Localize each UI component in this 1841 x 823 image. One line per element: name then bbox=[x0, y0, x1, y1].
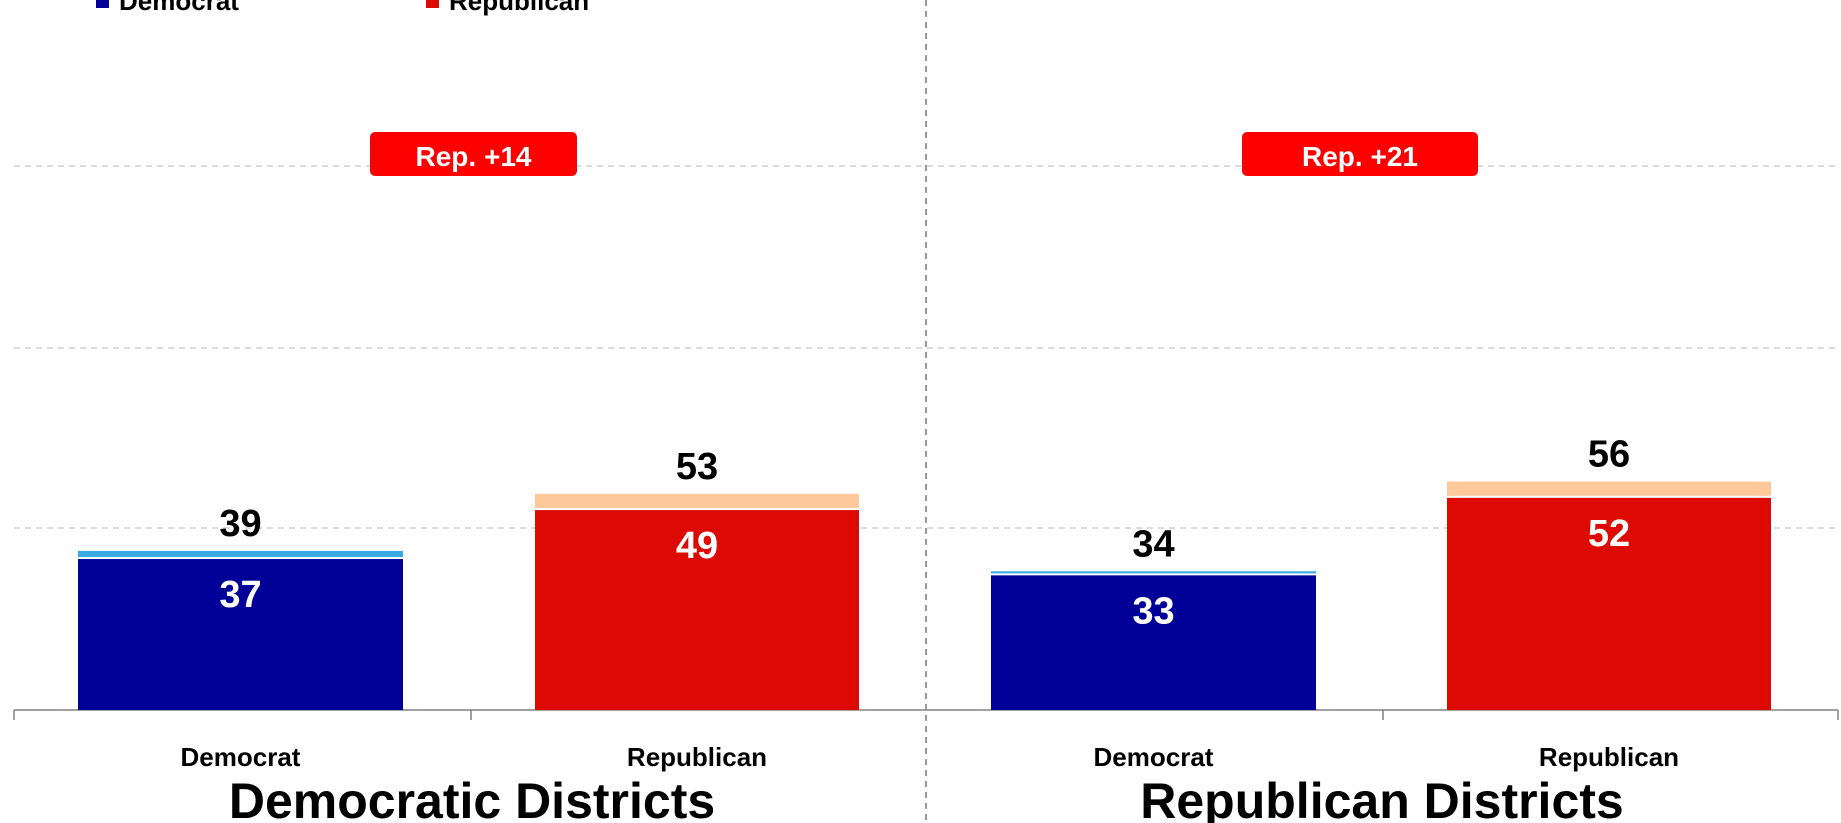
panel-title-2: Republican Districts bbox=[1140, 773, 1623, 823]
bar-inner-label-republican-panel2: 52 bbox=[1588, 513, 1630, 555]
bar-republican-base-panel1 bbox=[535, 510, 859, 710]
annotation-badge-panel1 bbox=[370, 132, 577, 176]
bar-republican-lean-panel2 bbox=[1447, 481, 1771, 496]
bar-democrat-lean-panel2 bbox=[991, 571, 1316, 574]
bar-total-label-democrat-panel1: 39 bbox=[219, 503, 261, 545]
annotation-label-panel2: Rep. +21 bbox=[1302, 141, 1418, 172]
bar-total-label-republican-panel1: 53 bbox=[676, 446, 718, 488]
category-label-republican-panel1: Republican bbox=[627, 742, 767, 772]
legend-item-democrat: Democrat bbox=[96, 0, 426, 17]
legend: Democrat Republican bbox=[96, 0, 756, 17]
panel-title-1: Democratic Districts bbox=[229, 773, 715, 823]
bar-total-label-democrat-panel2: 34 bbox=[1132, 523, 1174, 565]
bar-inner-label-democrat-panel2: 33 bbox=[1132, 590, 1174, 632]
legend-label-republican: Republican bbox=[449, 0, 590, 16]
annotation-badge-panel2 bbox=[1242, 132, 1478, 176]
category-label-democrat-panel1: Democrat bbox=[181, 742, 301, 772]
bar-republican-base-panel2 bbox=[1447, 497, 1771, 710]
legend-swatch-democrat bbox=[96, 0, 109, 8]
bar-inner-label-democrat-panel1: 37 bbox=[219, 574, 261, 616]
bar-democrat-base-panel2 bbox=[991, 575, 1316, 710]
bar-democrat-lean-panel1 bbox=[78, 550, 403, 558]
legend-label-democrat: Democrat bbox=[119, 0, 239, 16]
bar-total-label-republican-panel2: 56 bbox=[1588, 434, 1630, 476]
bar-republican-lean-panel1 bbox=[535, 493, 859, 509]
category-label-democrat-panel2: Democrat bbox=[1094, 742, 1214, 772]
bar-inner-label-republican-panel1: 49 bbox=[676, 525, 718, 567]
legend-item-republican: Republican bbox=[426, 0, 756, 17]
bar-democrat-base-panel1 bbox=[78, 559, 403, 710]
annotation-label-panel1: Rep. +14 bbox=[416, 141, 532, 172]
category-label-republican-panel2: Republican bbox=[1539, 742, 1679, 772]
legend-swatch-republican bbox=[426, 0, 439, 8]
